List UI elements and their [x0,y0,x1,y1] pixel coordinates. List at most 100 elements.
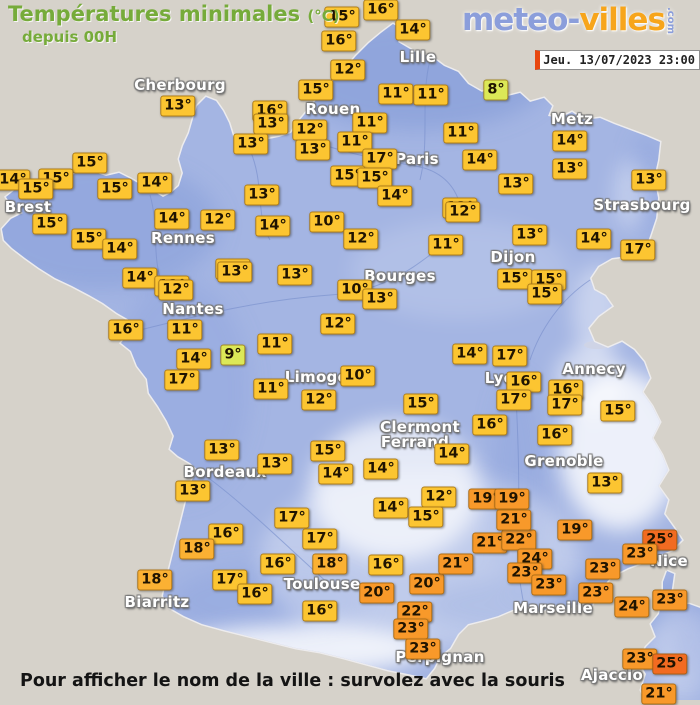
temp-label[interactable]: 23° [393,618,429,640]
temp-label[interactable]: 16° [472,414,508,436]
temp-label[interactable]: 16° [237,583,273,605]
temp-label[interactable]: 11° [352,112,388,134]
temp-label[interactable]: 16° [302,600,338,622]
temp-label[interactable]: 23° [531,574,567,596]
temp-label[interactable]: 22° [501,529,537,551]
temp-label[interactable]: 19° [557,519,593,541]
temp-label[interactable]: 17° [362,148,398,170]
temp-label[interactable]: 14° [395,19,431,41]
temp-label[interactable]: 13° [631,169,667,191]
temp-label[interactable]: 13° [253,113,289,135]
temp-label[interactable]: 17° [274,507,310,529]
temp-label[interactable]: 10° [340,365,376,387]
temp-label[interactable]: 14° [137,172,173,194]
temp-label[interactable]: 14° [176,348,212,370]
temp-label[interactable]: 21° [438,553,474,575]
temp-label[interactable]: 20° [359,582,395,604]
temp-label[interactable]: 11° [443,122,479,144]
temp-label[interactable]: 13° [175,480,211,502]
temp-label[interactable]: 15° [71,228,107,250]
temp-label[interactable]: 8° [483,79,509,101]
temp-label[interactable]: 14° [318,463,354,485]
temp-label[interactable]: 11° [337,131,373,153]
temp-label[interactable]: 11° [253,378,289,400]
temp-label[interactable]: 15° [527,283,563,305]
temp-label[interactable]: 14° [102,238,138,260]
temp-label[interactable]: 22° [397,601,433,623]
temp-label[interactable]: 13° [217,261,253,283]
temp-label[interactable]: 23° [622,648,658,670]
temp-label[interactable]: 15° [600,400,636,422]
temp-label[interactable]: 18° [137,569,173,591]
temp-label[interactable]: 12° [200,209,236,231]
temp-label[interactable]: 23° [585,558,621,580]
temp-label[interactable]: 13° [362,288,398,310]
temp-label[interactable]: 21° [472,532,508,554]
temp-label[interactable]: 18° [312,553,348,575]
temp-label[interactable]: 13° [295,139,331,161]
temp-label[interactable]: 21° [496,509,532,531]
temp-label[interactable]: 9° [220,344,246,366]
temp-label[interactable]: 12° [320,313,356,335]
temp-label[interactable]: 16° [108,319,144,341]
temp-label[interactable]: 15° [18,178,54,200]
temp-label[interactable]: 14° [122,267,158,289]
temp-label[interactable]: 13° [498,173,534,195]
temp-label[interactable]: 14° [377,185,413,207]
temp-label[interactable]: 24° [614,596,650,618]
temp-label[interactable]: 17° [496,389,532,411]
temp-label[interactable]: 13° [233,133,269,155]
temp-label[interactable]: 16° [363,0,399,21]
temp-label[interactable]: 18° [179,538,215,560]
temp-label[interactable]: 15° [310,440,346,462]
temp-label[interactable]: 12° [445,201,481,223]
temp-label[interactable]: 11° [428,234,464,256]
temp-label[interactable]: 12° [301,389,337,411]
temp-label[interactable]: 23° [578,582,614,604]
temp-label[interactable]: 15° [32,213,68,235]
temp-label[interactable]: 17° [492,345,528,367]
temp-label[interactable]: 12° [158,279,194,301]
temp-label[interactable]: 12° [330,59,366,81]
temp-label[interactable]: 15° [97,178,133,200]
temp-label[interactable]: 15° [330,165,366,187]
temp-label[interactable]: 13° [512,224,548,246]
temp-label[interactable]: 13° [244,184,280,206]
temp-label[interactable]: 14° [373,497,409,519]
temp-label[interactable]: 13° [257,453,293,475]
temp-label[interactable]: 14° [462,149,498,171]
temp-label[interactable]: 13° [277,264,313,286]
temp-label[interactable]: 14° [576,228,612,250]
temp-label[interactable]: 17° [547,394,583,416]
temp-label[interactable]: 14° [434,443,470,465]
temp-label[interactable]: 15° [497,268,533,290]
temp-label[interactable]: 15° [298,79,334,101]
temp-label[interactable]: 17° [164,369,200,391]
temp-label[interactable]: 23° [622,543,658,565]
temp-label[interactable]: 13° [204,439,240,461]
temp-label[interactable]: 16° [208,523,244,545]
temp-label[interactable]: 14° [363,458,399,480]
temp-label[interactable]: 15° [408,506,444,528]
temp-label[interactable]: 11° [257,333,293,355]
temp-label[interactable]: 12° [421,486,457,508]
temp-label[interactable]: 12° [292,119,328,141]
temp-label[interactable]: 15° [72,152,108,174]
temp-label[interactable]: 16° [537,424,573,446]
temp-label[interactable]: 19° [494,488,530,510]
temp-label[interactable]: 14° [154,208,190,230]
temp-label[interactable]: 10° [309,211,345,233]
temp-label[interactable]: 20° [409,573,445,595]
temp-label[interactable]: 13° [587,472,623,494]
temp-label[interactable]: 17° [620,239,656,261]
temp-label[interactable]: 17° [302,528,338,550]
temp-label[interactable]: 25° [652,653,688,675]
temp-label[interactable]: 14° [452,343,488,365]
temp-label[interactable]: 15° [403,393,439,415]
temp-label[interactable]: 16° [321,30,357,52]
temp-label[interactable]: 23° [652,589,688,611]
temp-label[interactable]: 11° [413,84,449,106]
temp-label[interactable]: 13° [160,95,196,117]
temp-label[interactable]: 23° [405,638,441,660]
temp-label[interactable]: 14° [552,130,588,152]
